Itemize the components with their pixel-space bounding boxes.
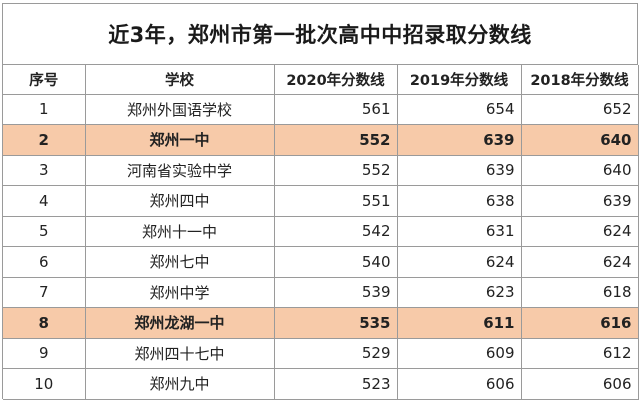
cell-2018: 616 <box>521 307 639 339</box>
cell-school: 郑州七中 <box>85 246 275 278</box>
header-row: 序号 学校 2020年分数线 2019年分数线 2018年分数线 <box>3 65 639 95</box>
cell-2019: 611 <box>397 307 522 339</box>
table-row: 7 郑州中学 539 623 618 <box>3 277 639 308</box>
cell-no: 5 <box>3 216 86 247</box>
cell-2019: 639 <box>397 155 522 186</box>
cell-2018: 624 <box>521 246 639 278</box>
cell-2018: 612 <box>521 338 639 369</box>
cell-2020: 523 <box>274 368 398 400</box>
cell-2019: 654 <box>397 94 522 125</box>
cell-2020: 540 <box>274 246 398 278</box>
cell-no: 1 <box>3 94 86 125</box>
cell-no: 3 <box>3 155 86 186</box>
table-row: 9 郑州四十七中 529 609 612 <box>3 338 639 369</box>
cell-2020: 551 <box>274 185 398 217</box>
cell-2020: 552 <box>274 124 398 156</box>
cell-no: 6 <box>3 246 86 278</box>
cell-no: 9 <box>3 338 86 369</box>
cell-2018: 624 <box>521 216 639 247</box>
cell-2019: 609 <box>397 338 522 369</box>
header-2019: 2019年分数线 <box>397 65 522 95</box>
cell-2020: 561 <box>274 94 398 125</box>
cell-school: 郑州龙湖一中 <box>85 307 275 339</box>
cell-2018: 652 <box>521 94 639 125</box>
table-row: 5 郑州十一中 542 631 624 <box>3 216 639 247</box>
cell-school: 郑州一中 <box>85 124 275 156</box>
cell-2018: 618 <box>521 277 639 308</box>
cell-no: 10 <box>3 368 86 400</box>
score-table: 序号 学校 2020年分数线 2019年分数线 2018年分数线 1 郑州外国语学… <box>3 65 639 400</box>
cell-2020: 539 <box>274 277 398 308</box>
cell-no: 7 <box>3 277 86 308</box>
cell-2018: 606 <box>521 368 639 400</box>
header-2018: 2018年分数线 <box>521 65 639 95</box>
cell-2019: 639 <box>397 124 522 156</box>
cell-2020: 552 <box>274 155 398 186</box>
cell-school: 郑州中学 <box>85 277 275 308</box>
table-row: 6 郑州七中 540 624 624 <box>3 246 639 278</box>
table-row: 4 郑州四中 551 638 639 <box>3 185 639 217</box>
cell-school: 河南省实验中学 <box>85 155 275 186</box>
header-no: 序号 <box>3 65 86 95</box>
cell-2020: 535 <box>274 307 398 339</box>
cell-school: 郑州四中 <box>85 185 275 217</box>
cell-2020: 529 <box>274 338 398 369</box>
cell-no: 2 <box>3 124 86 156</box>
cell-2019: 623 <box>397 277 522 308</box>
header-2020: 2020年分数线 <box>274 65 398 95</box>
cell-school: 郑州外国语学校 <box>85 94 275 125</box>
cell-2018: 640 <box>521 124 639 156</box>
table-row: 1 郑州外国语学校 561 654 652 <box>3 94 639 125</box>
cell-school: 郑州十一中 <box>85 216 275 247</box>
cell-2019: 606 <box>397 368 522 400</box>
cell-2019: 638 <box>397 185 522 217</box>
cell-2019: 631 <box>397 216 522 247</box>
cell-school: 郑州九中 <box>85 368 275 400</box>
cell-2018: 640 <box>521 155 639 186</box>
cell-no: 4 <box>3 185 86 217</box>
table-title: 近3年，郑州市第一批次高中中招录取分数线 <box>3 4 638 65</box>
cell-school: 郑州四十七中 <box>85 338 275 369</box>
table-row-highlighted: 8 郑州龙湖一中 535 611 616 <box>3 307 639 339</box>
cell-no: 8 <box>3 307 86 339</box>
cell-2020: 542 <box>274 216 398 247</box>
header-school: 学校 <box>85 65 275 95</box>
table-row-highlighted: 2 郑州一中 552 639 640 <box>3 124 639 156</box>
cell-2018: 639 <box>521 185 639 217</box>
cell-2019: 624 <box>397 246 522 278</box>
score-table-sheet: 近3年，郑州市第一批次高中中招录取分数线 序号 学校 2020年分数线 2019… <box>2 3 639 400</box>
table-row: 3 河南省实验中学 552 639 640 <box>3 155 639 186</box>
table-row: 10 郑州九中 523 606 606 <box>3 368 639 400</box>
